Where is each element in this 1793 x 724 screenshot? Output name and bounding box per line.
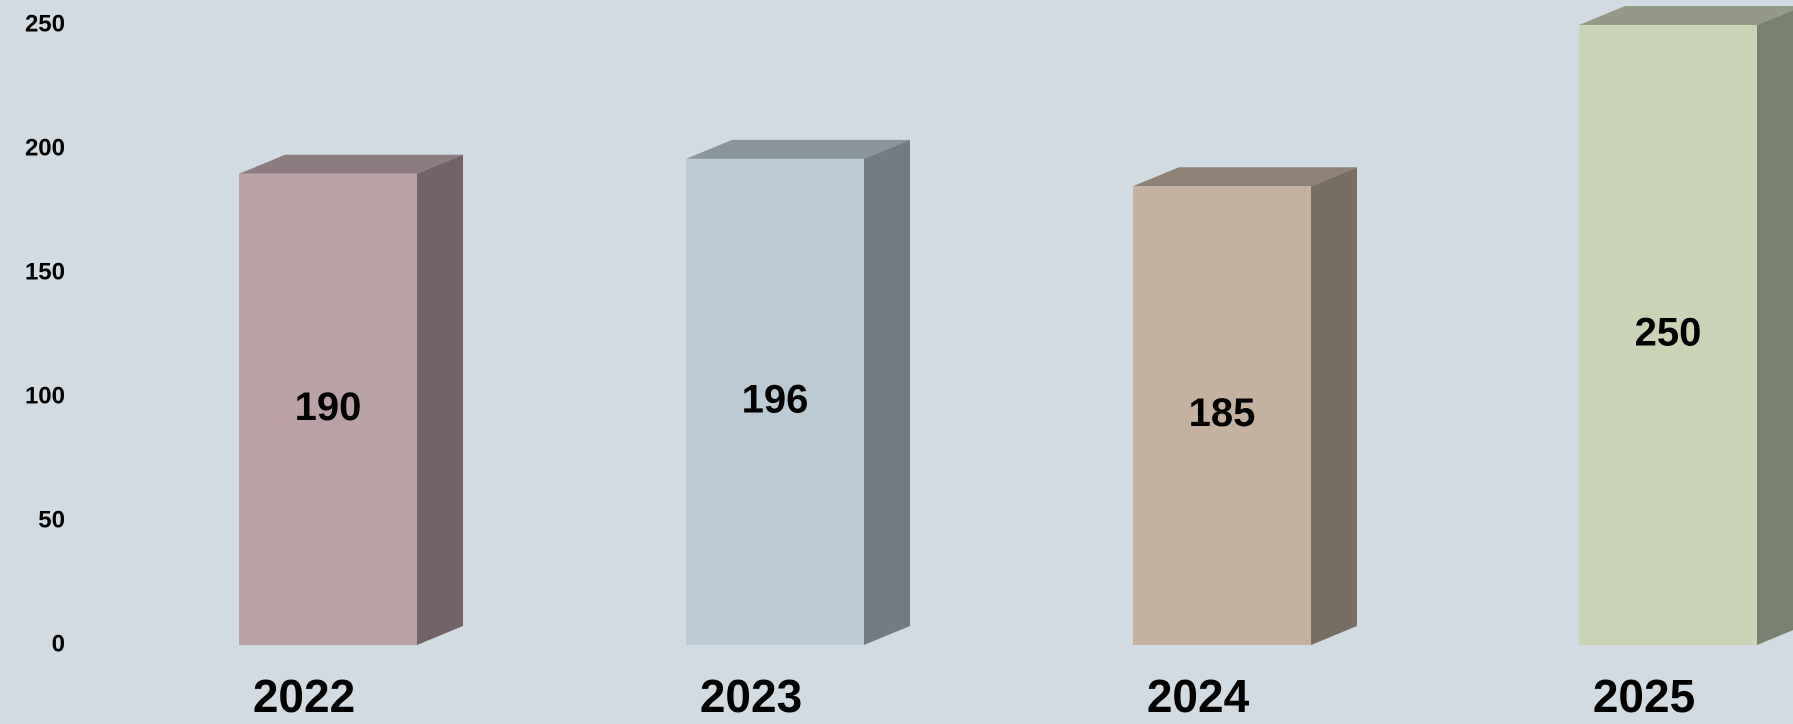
- bar-top-face: [1133, 167, 1357, 187]
- y-tick-label: 100: [25, 382, 65, 409]
- x-tick-label: 2025: [1593, 670, 1695, 722]
- bar-2022: 190: [239, 154, 463, 646]
- x-tick-label: 2022: [253, 670, 355, 722]
- x-tick-label: 2023: [700, 670, 802, 722]
- y-tick-label: 150: [25, 258, 65, 285]
- bar-side-face: [417, 154, 463, 646]
- data-label: 190: [295, 385, 362, 429]
- y-tick-label: 250: [25, 10, 65, 37]
- bar-front-face: [1133, 186, 1311, 645]
- data-label: 185: [1189, 391, 1256, 435]
- x-tick-label: 2024: [1147, 670, 1250, 722]
- bar-side-face: [864, 139, 910, 646]
- y-tick-label: 200: [25, 134, 65, 161]
- data-label: 250: [1635, 311, 1702, 355]
- bar-top-face: [1579, 6, 1793, 25]
- bar-side-face: [1311, 167, 1357, 645]
- bars: 190 196 185 250: [239, 6, 1793, 646]
- x-axis: 2022 2023 2024 2025: [253, 670, 1695, 722]
- bar-front-face: [686, 158, 864, 646]
- y-axis: 0 50 100 150 200 250: [25, 10, 65, 657]
- y-tick-label: 0: [52, 630, 65, 657]
- bar-front-face: [1579, 25, 1757, 645]
- data-label: 196: [742, 378, 809, 422]
- bar-2025: 250: [1579, 6, 1793, 645]
- bar-top-face: [239, 154, 463, 174]
- bar-top-face: [686, 139, 910, 159]
- bar-2023: 196: [686, 139, 910, 646]
- bar-front-face: [239, 173, 417, 646]
- bar-side-face: [1757, 10, 1793, 645]
- bar-2024: 185: [1133, 167, 1357, 645]
- y-tick-label: 50: [38, 506, 65, 533]
